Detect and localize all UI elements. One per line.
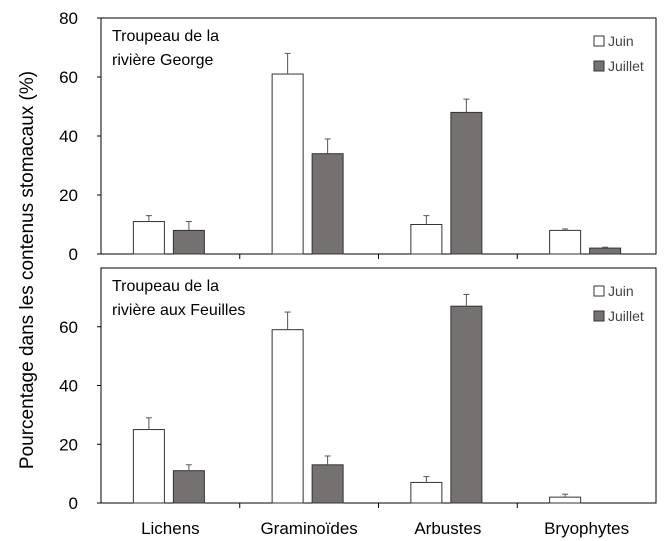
- bar-juin-graminoïdes: [271, 329, 304, 504]
- y-axis-label: Pourcentage dans les contenus stomacaux …: [17, 71, 38, 469]
- bar-juillet-arbustes: [450, 305, 483, 504]
- bar-juillet-graminoïdes: [311, 464, 344, 504]
- panel-title-line: rivière aux Feuilles: [112, 302, 245, 319]
- panel-title-line: rivière George: [112, 52, 213, 69]
- legend-label-juin: Juin: [608, 283, 634, 299]
- bar-juillet-arbustes: [450, 111, 483, 255]
- y-tick-label: 0: [69, 494, 78, 513]
- legend-swatch-juillet: [593, 310, 605, 322]
- y-tick-label: 60: [59, 68, 78, 87]
- x-category-label: Lichens: [141, 519, 200, 538]
- panel-1: 0 20 40 60 80 Troupeau de la rivière George Jui…: [59, 9, 657, 264]
- bar-juillet-bryophytes: [589, 247, 622, 255]
- y-tick-label: 60: [59, 318, 78, 337]
- bar-juin-lichens: [132, 221, 165, 255]
- y-tick-label: 40: [59, 127, 78, 146]
- bar-juin-lichens: [132, 429, 165, 504]
- y-tick-label: 80: [59, 9, 78, 28]
- bar-juin-arbustes: [410, 481, 443, 504]
- bar-juillet-lichens: [172, 470, 205, 504]
- y-tick-label: 0: [69, 245, 78, 264]
- x-category-label: Arbustes: [414, 519, 481, 538]
- bar-juin-bryophytes: [549, 496, 582, 504]
- bar-juin-graminoïdes: [271, 73, 304, 255]
- y-tick-label: 40: [59, 377, 78, 396]
- legend-label-juillet: Juillet: [608, 308, 644, 324]
- panel-2: 0 20 40 60 Troupeau de la rivière aux Feuille…: [59, 267, 657, 513]
- y-tick-label: 20: [59, 435, 78, 454]
- y-tick-label: 20: [59, 186, 78, 205]
- legend-swatch-juin: [593, 35, 605, 47]
- legend-label-juin: Juin: [608, 33, 634, 49]
- x-category-label: Bryophytes: [544, 519, 629, 538]
- legend-swatch-juin: [593, 285, 605, 297]
- bar-juillet-lichens: [172, 229, 205, 255]
- bar-juillet-graminoïdes: [311, 153, 344, 255]
- panel-title-line: Troupeau de la: [112, 278, 219, 295]
- legend-label-juillet: Juillet: [608, 58, 644, 74]
- panel-title-line: Troupeau de la: [112, 28, 219, 45]
- x-category-label: Graminoïdes: [260, 519, 357, 538]
- legend-swatch-juillet: [593, 60, 605, 72]
- bar-juin-arbustes: [410, 224, 443, 255]
- bar-juin-bryophytes: [549, 229, 582, 255]
